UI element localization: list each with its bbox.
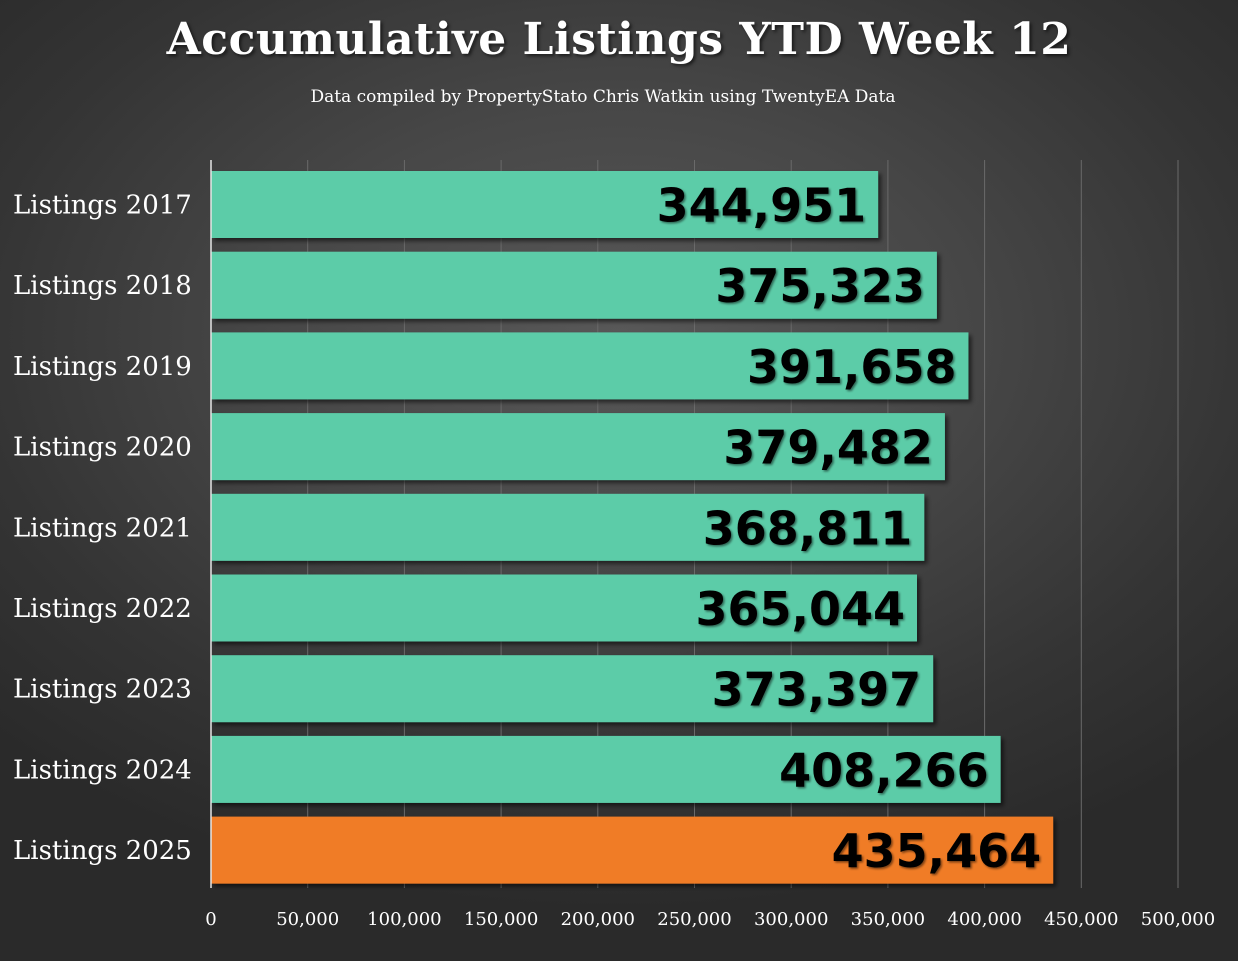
category-label: Listings 2019: [13, 352, 192, 382]
category-label: Listings 2022: [13, 594, 192, 624]
x-tick-label: 400,000: [947, 909, 1021, 930]
category-label: Listings 2021: [13, 513, 192, 543]
data-labels: 344,951 375,323 391,658 379,482 368,811 365,0…: [657, 179, 1042, 879]
bar: [211, 332, 969, 400]
data-label: 375,323: [715, 259, 925, 313]
category-label: Listings 2018: [13, 271, 192, 301]
data-label: 373,397: [712, 663, 922, 717]
data-label: 368,811: [703, 501, 913, 555]
x-tick-label: 450,000: [1044, 909, 1118, 930]
x-tick-label: 50,000: [276, 909, 339, 930]
bar: [211, 655, 934, 723]
chart-title: Accumulative Listings YTD Week 12: [166, 14, 1072, 65]
data-label: 365,044: [695, 582, 905, 636]
bar: [211, 251, 937, 319]
bar: [211, 413, 945, 481]
x-tick-label: 250,000: [657, 909, 731, 930]
chart-subtitle: Data compiled by PropertyStato Chris Wat…: [310, 87, 896, 107]
x-tick-label: 100,000: [367, 909, 441, 930]
x-tick-label: 300,000: [754, 909, 828, 930]
category-label: Listings 2025: [13, 836, 192, 866]
bar: [211, 171, 879, 238]
x-tick-label: 150,000: [464, 909, 538, 930]
category-labels: Listings 2017 Listings 2018 Listings 2019 L…: [13, 191, 192, 867]
bar: [211, 816, 1054, 884]
x-axis: 0 50,000 100,000 150,000 200,000 250,000 300,0…: [205, 160, 1215, 930]
category-label: Listings 2024: [13, 755, 192, 785]
data-label: 435,464: [832, 824, 1042, 878]
bar: [211, 735, 1001, 803]
bar: [211, 574, 917, 642]
category-label: Listings 2017: [13, 191, 192, 221]
data-label: 379,482: [723, 421, 933, 475]
bars: [211, 171, 1054, 884]
bar: [211, 493, 925, 561]
x-tick-label: 500,000: [1141, 909, 1215, 930]
category-label: Listings 2020: [13, 433, 192, 463]
x-tick-label: 350,000: [851, 909, 925, 930]
data-label: 408,266: [779, 743, 989, 797]
category-label: Listings 2023: [13, 675, 192, 705]
data-label: 344,951: [657, 179, 867, 233]
x-tick-label: 200,000: [561, 909, 635, 930]
x-tick-label: 0: [205, 909, 216, 930]
data-label: 391,658: [747, 340, 957, 394]
